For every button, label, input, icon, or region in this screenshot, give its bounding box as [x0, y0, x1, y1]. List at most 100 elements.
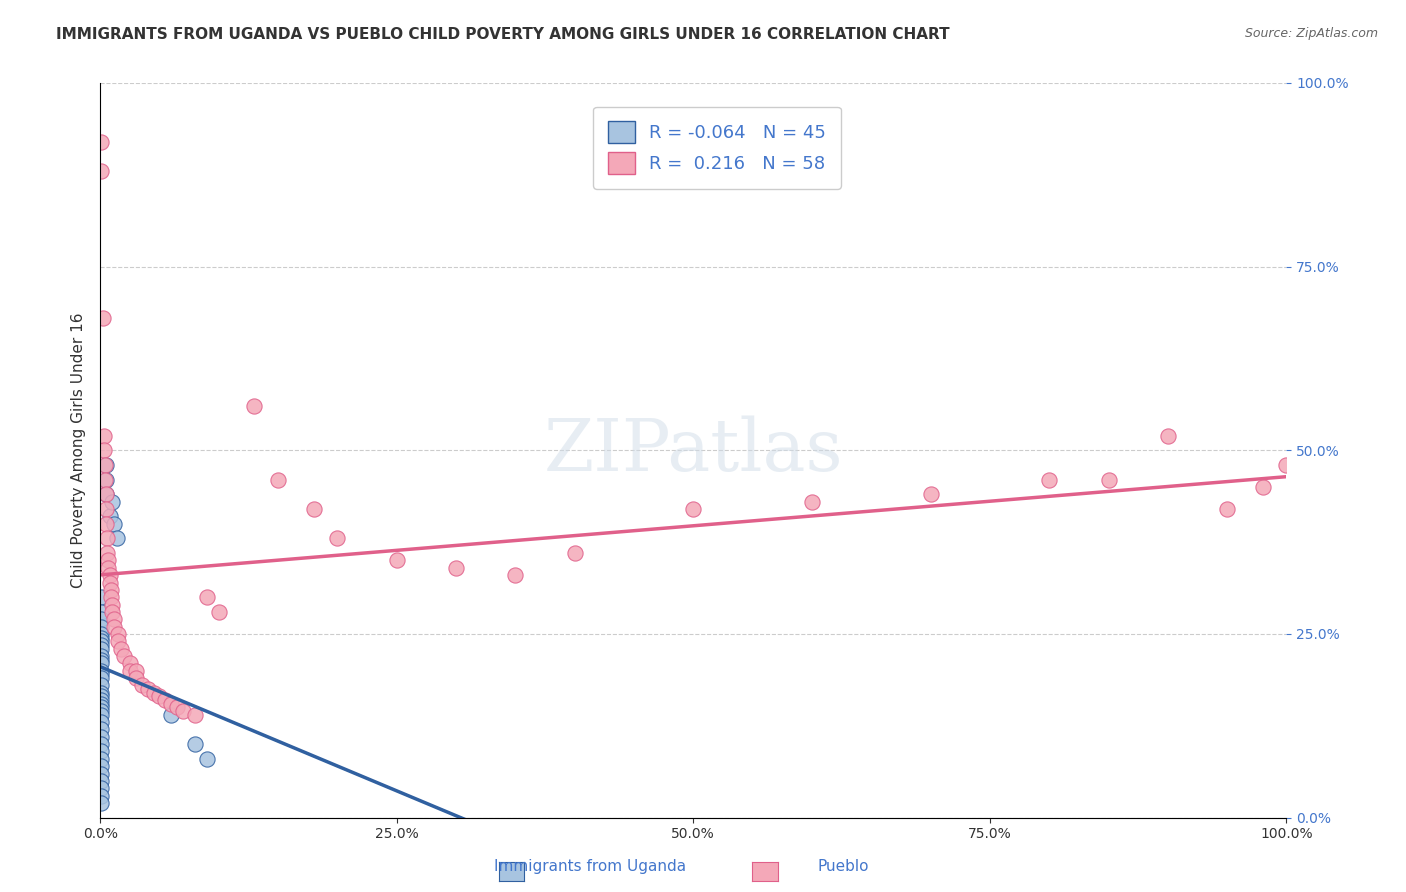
Point	[90, 796, 112, 810]
Point	[90, 766, 112, 780]
Point	[93, 428, 115, 442]
Point	[142, 686, 165, 700]
Point	[90, 641, 112, 656]
Point	[94, 458, 117, 472]
Point	[96, 532, 118, 546]
Point	[125, 664, 148, 678]
Point	[155, 693, 177, 707]
Text: ZIPatlas: ZIPatlas	[544, 415, 844, 485]
Point	[103, 612, 125, 626]
Point	[90, 686, 112, 700]
Point	[96, 546, 118, 560]
Point	[1157, 428, 1180, 442]
Point	[90, 781, 112, 796]
Point	[90, 667, 112, 681]
Text: Immigrants from Uganda: Immigrants from Uganda	[495, 859, 686, 874]
Point	[302, 502, 325, 516]
Point	[112, 648, 135, 663]
Point	[98, 575, 121, 590]
Point	[90, 605, 112, 619]
Point	[166, 700, 188, 714]
Point	[195, 591, 218, 605]
Point	[184, 737, 207, 751]
Point	[91, 311, 114, 326]
Point	[243, 399, 266, 413]
Point	[1251, 480, 1274, 494]
Point	[90, 612, 112, 626]
Point	[172, 704, 194, 718]
Point	[101, 494, 124, 508]
Point	[444, 561, 467, 575]
Point	[160, 697, 183, 711]
Point	[505, 568, 527, 582]
Point	[90, 638, 112, 652]
Point	[90, 715, 112, 730]
Point	[90, 671, 112, 685]
Point	[94, 473, 117, 487]
Point	[90, 707, 112, 722]
Point	[90, 591, 112, 605]
Point	[136, 681, 159, 696]
Point	[100, 582, 122, 597]
Point	[90, 634, 112, 648]
Point	[920, 487, 942, 501]
Point	[94, 502, 117, 516]
Point	[90, 700, 112, 714]
Point	[105, 532, 128, 546]
Point	[90, 693, 112, 707]
Point	[94, 458, 117, 472]
Point	[90, 697, 112, 711]
Point	[94, 516, 117, 531]
Point	[90, 627, 112, 641]
Point	[98, 568, 121, 582]
Point	[98, 509, 121, 524]
Point	[90, 678, 112, 692]
Y-axis label: Child Poverty Among Girls Under 16: Child Poverty Among Girls Under 16	[72, 312, 86, 588]
Point	[1216, 502, 1239, 516]
Point	[1097, 473, 1119, 487]
Point	[107, 634, 129, 648]
Text: IMMIGRANTS FROM UGANDA VS PUEBLO CHILD POVERTY AMONG GIRLS UNDER 16 CORRELATION : IMMIGRANTS FROM UGANDA VS PUEBLO CHILD P…	[56, 27, 950, 42]
Point	[800, 494, 823, 508]
Point	[160, 707, 183, 722]
Point	[100, 591, 122, 605]
Point	[208, 605, 231, 619]
Point	[101, 598, 124, 612]
Text: Pueblo: Pueblo	[818, 859, 869, 874]
Point	[94, 473, 117, 487]
Point	[90, 648, 112, 663]
Point	[90, 704, 112, 718]
Point	[385, 553, 408, 567]
Point	[93, 443, 115, 458]
Point	[195, 752, 218, 766]
Legend: R = -0.064   N = 45, R =  0.216   N = 58: R = -0.064 N = 45, R = 0.216 N = 58	[593, 107, 841, 188]
Point	[131, 678, 153, 692]
Point	[125, 671, 148, 685]
Point	[103, 619, 125, 633]
Point	[90, 773, 112, 788]
Point	[118, 657, 141, 671]
Point	[90, 631, 112, 645]
Point	[103, 516, 125, 531]
Point	[90, 752, 112, 766]
Point	[118, 664, 141, 678]
Point	[90, 690, 112, 704]
Point	[90, 653, 112, 667]
Point	[90, 164, 112, 178]
Point	[90, 737, 112, 751]
Point	[267, 473, 290, 487]
Point	[90, 789, 112, 803]
Point	[1038, 473, 1060, 487]
Point	[148, 690, 170, 704]
Point	[326, 532, 349, 546]
Point	[564, 546, 586, 560]
Point	[90, 657, 112, 671]
Point	[94, 487, 117, 501]
Point	[90, 619, 112, 633]
Point	[90, 723, 112, 737]
Point	[90, 759, 112, 773]
Point	[97, 561, 120, 575]
Point	[90, 664, 112, 678]
Point	[107, 627, 129, 641]
Point	[97, 553, 120, 567]
